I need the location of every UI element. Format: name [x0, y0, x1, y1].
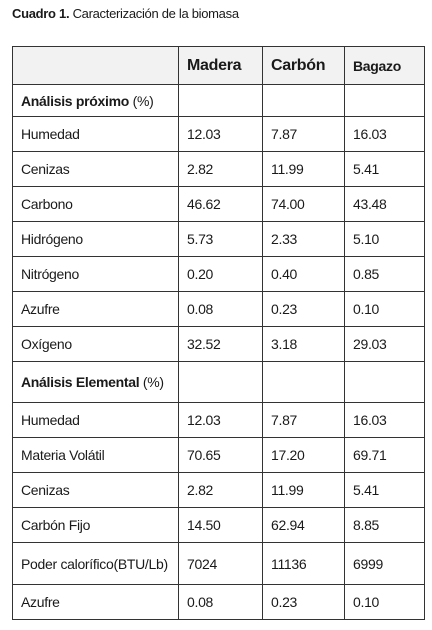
value-cell: 7.87	[262, 402, 345, 438]
row-label: Cenizas	[12, 151, 179, 187]
value-cell: 0.85	[344, 256, 425, 292]
row-label: Nitrógeno	[12, 256, 179, 292]
row-label: Materia Volátil	[12, 437, 179, 473]
row-label: Poder calorífico(BTU/Lb)	[12, 542, 179, 585]
value-cell: 5.10	[344, 221, 425, 257]
data-row: Cenizas 2.82 11.99 5.41	[12, 151, 425, 187]
value-cell: 29.03	[344, 326, 425, 362]
value-cell: 14.50	[178, 507, 263, 543]
row-label: Cenizas	[12, 472, 179, 508]
empty-cell	[344, 361, 425, 403]
value-cell: 5.41	[344, 472, 425, 508]
value-cell: 0.10	[344, 291, 425, 327]
data-row: Materia Volátil 70.65 17.20 69.71	[12, 437, 425, 473]
value-cell: 3.18	[262, 326, 345, 362]
value-cell: 11.99	[262, 472, 345, 508]
value-cell: 0.08	[178, 584, 263, 620]
section-title: Análisis Elemental	[21, 374, 140, 390]
data-row: Humedad 12.03 7.87 16.03	[12, 402, 425, 438]
value-cell: 0.08	[178, 291, 263, 327]
value-cell: 12.03	[178, 116, 263, 152]
value-cell: 11.99	[262, 151, 345, 187]
empty-cell	[262, 361, 345, 403]
value-cell: 17.20	[262, 437, 345, 473]
value-cell: 70.65	[178, 437, 263, 473]
value-cell: 69.71	[344, 437, 425, 473]
data-row: Carbono 46.62 74.00 43.48	[12, 186, 425, 222]
value-cell: 2.82	[178, 472, 263, 508]
value-cell: 16.03	[344, 402, 425, 438]
section-row: Análisis próximo (%)	[12, 84, 425, 117]
empty-cell	[344, 84, 425, 117]
value-cell: 0.40	[262, 256, 345, 292]
row-label: Humedad	[12, 402, 179, 438]
row-label: Carbono	[12, 186, 179, 222]
value-cell: 16.03	[344, 116, 425, 152]
section-row: Análisis Elemental (%)	[12, 361, 425, 403]
caption-label: Cuadro 1.	[12, 6, 70, 21]
value-cell: 7024	[178, 542, 263, 585]
value-cell: 12.03	[178, 402, 263, 438]
value-cell: 2.82	[178, 151, 263, 187]
row-label: Humedad	[12, 116, 179, 152]
column-header: Carbón	[262, 46, 345, 85]
data-row: Hidrógeno 5.73 2.33 5.10	[12, 221, 425, 257]
value-cell: 6999	[344, 542, 425, 585]
section-title: Análisis próximo	[21, 92, 130, 109]
value-cell: 8.85	[344, 507, 425, 543]
data-row: Poder calorífico(BTU/Lb) 7024 11136 6999	[12, 542, 425, 585]
value-cell: 43.48	[344, 186, 425, 222]
biomass-table: Madera Carbón Bagazo Análisis próximo (%) Hu…	[12, 46, 425, 620]
value-cell: 46.62	[178, 186, 263, 222]
section-unit: (%)	[132, 92, 154, 109]
row-label: Carbón Fijo	[12, 507, 179, 543]
row-label: Oxígeno	[12, 326, 179, 362]
value-cell: 0.23	[262, 584, 345, 620]
value-cell: 2.33	[262, 221, 345, 257]
data-row: Humedad 12.03 7.87 16.03	[12, 116, 425, 152]
column-header: Madera	[178, 46, 263, 85]
empty-cell	[262, 84, 345, 117]
value-cell: 0.10	[344, 584, 425, 620]
data-row: Carbón Fijo 14.50 62.94 8.85	[12, 507, 425, 543]
empty-cell	[178, 361, 263, 403]
section-unit: (%)	[142, 374, 164, 390]
row-label: Azufre	[12, 291, 179, 327]
value-cell: 0.20	[178, 256, 263, 292]
section-cell: Análisis Elemental (%)	[12, 361, 179, 403]
data-row: Cenizas 2.82 11.99 5.41	[12, 472, 425, 508]
header-empty-cell	[12, 46, 179, 85]
value-cell: 7.87	[262, 116, 345, 152]
caption-text: Caracterización de la biomasa	[72, 6, 239, 21]
column-header: Bagazo	[344, 46, 425, 85]
value-cell: 11136	[262, 542, 345, 585]
value-cell: 32.52	[178, 326, 263, 362]
row-label: Azufre	[12, 584, 179, 620]
value-cell: 74.00	[262, 186, 345, 222]
data-row: Nitrógeno 0.20 0.40 0.85	[12, 256, 425, 292]
empty-cell	[178, 84, 263, 117]
header-row: Madera Carbón Bagazo	[12, 46, 425, 85]
data-row: Oxígeno 32.52 3.18 29.03	[12, 326, 425, 362]
caption: Cuadro 1. Caracterización de la biomasa	[12, 6, 239, 21]
row-label: Hidrógeno	[12, 221, 179, 257]
section-cell: Análisis próximo (%)	[12, 84, 179, 117]
data-row: Azufre 0.08 0.23 0.10	[12, 584, 425, 620]
data-row: Azufre 0.08 0.23 0.10	[12, 291, 425, 327]
value-cell: 62.94	[262, 507, 345, 543]
value-cell: 0.23	[262, 291, 345, 327]
value-cell: 5.73	[178, 221, 263, 257]
value-cell: 5.41	[344, 151, 425, 187]
